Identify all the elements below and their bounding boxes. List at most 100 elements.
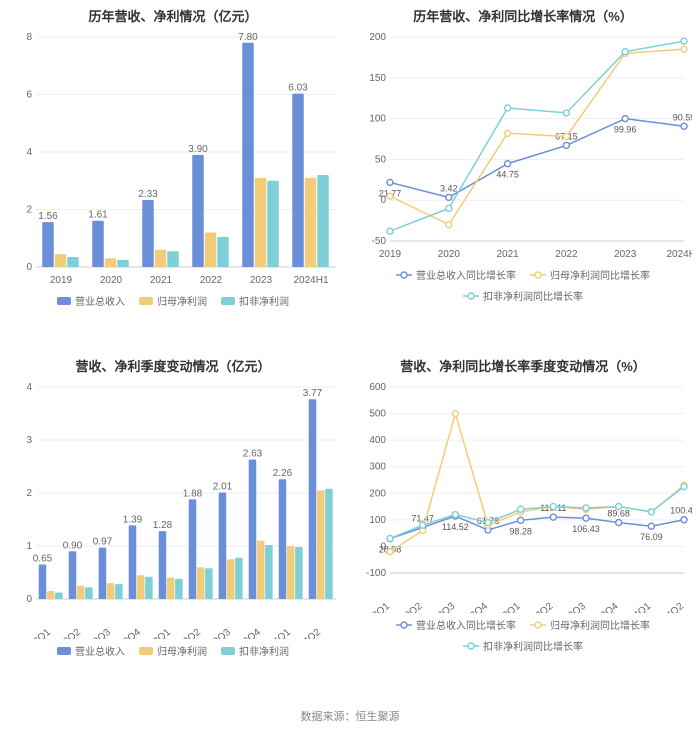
svg-text:2024H1: 2024H1 bbox=[666, 249, 692, 260]
legend-item: 归母净利润同比增长率 bbox=[530, 617, 650, 632]
svg-text:3.77: 3.77 bbox=[303, 388, 323, 399]
svg-text:200: 200 bbox=[369, 32, 386, 43]
svg-text:4: 4 bbox=[26, 147, 32, 158]
svg-text:0.97: 0.97 bbox=[93, 537, 113, 548]
legend-item: 扣非净利润 bbox=[221, 293, 289, 308]
svg-text:0: 0 bbox=[26, 594, 32, 605]
panel-tl-title: 历年营收、净利情况（亿元） bbox=[2, 6, 344, 25]
svg-text:2022: 2022 bbox=[200, 275, 223, 286]
svg-text:2021: 2021 bbox=[496, 249, 519, 260]
svg-text:1.61: 1.61 bbox=[88, 210, 108, 221]
svg-text:2: 2 bbox=[26, 488, 32, 499]
svg-text:2019: 2019 bbox=[50, 275, 73, 286]
svg-text:114.52: 114.52 bbox=[442, 522, 469, 532]
svg-text:1.39: 1.39 bbox=[123, 514, 143, 525]
svg-text:2022Q3: 2022Q3 bbox=[423, 601, 458, 613]
svg-text:2023: 2023 bbox=[250, 275, 273, 286]
svg-text:6.03: 6.03 bbox=[288, 83, 308, 94]
svg-text:2023Q3: 2023Q3 bbox=[554, 601, 589, 613]
svg-text:8: 8 bbox=[26, 32, 32, 43]
svg-text:99.96: 99.96 bbox=[614, 125, 637, 135]
svg-text:150: 150 bbox=[369, 73, 386, 84]
svg-text:2023Q1: 2023Q1 bbox=[139, 627, 174, 639]
legend-item: 归母净利润 bbox=[139, 293, 207, 308]
data-source-footer: 数据来源：恒生聚源 bbox=[0, 700, 700, 734]
svg-text:2022: 2022 bbox=[555, 249, 578, 260]
panel-br-title: 营收、净利同比增长率季度变动情况（%） bbox=[352, 356, 694, 375]
legend-item: 营业总收入 bbox=[57, 293, 125, 308]
svg-text:0.65: 0.65 bbox=[33, 554, 53, 565]
svg-text:1.28: 1.28 bbox=[153, 520, 173, 531]
panel-tr-title: 历年营收、净利同比增长率情况（%） bbox=[352, 6, 694, 25]
svg-text:600: 600 bbox=[369, 382, 386, 393]
panel-bl-title: 营收、净利季度变动情况（亿元） bbox=[2, 356, 344, 375]
svg-text:400: 400 bbox=[369, 435, 386, 446]
svg-text:2023Q2: 2023Q2 bbox=[521, 601, 556, 613]
svg-text:2023: 2023 bbox=[614, 249, 637, 260]
legend-item: 营业总收入同比增长率 bbox=[396, 267, 516, 282]
svg-text:2024Q2: 2024Q2 bbox=[652, 601, 687, 613]
svg-text:2022Q4: 2022Q4 bbox=[109, 627, 144, 639]
legend-br: 营业总收入同比增长率归母净利润同比增长率扣非净利润同比增长率 bbox=[352, 617, 694, 653]
svg-text:2024Q1: 2024Q1 bbox=[619, 601, 654, 613]
svg-text:2020: 2020 bbox=[438, 249, 461, 260]
svg-text:2023Q2: 2023Q2 bbox=[169, 627, 204, 639]
svg-text:2021: 2021 bbox=[150, 275, 173, 286]
svg-text:0: 0 bbox=[26, 262, 32, 273]
svg-text:2022Q1: 2022Q1 bbox=[19, 627, 54, 639]
svg-text:2.63: 2.63 bbox=[243, 449, 263, 460]
svg-text:106.43: 106.43 bbox=[572, 524, 600, 534]
svg-text:-50: -50 bbox=[372, 236, 387, 247]
svg-text:50: 50 bbox=[375, 154, 387, 165]
svg-text:98.28: 98.28 bbox=[509, 526, 532, 536]
svg-text:3: 3 bbox=[26, 435, 32, 446]
svg-text:6: 6 bbox=[26, 90, 32, 101]
svg-text:76.09: 76.09 bbox=[640, 532, 663, 542]
legend-item: 扣非净利润同比增长率 bbox=[463, 288, 583, 303]
svg-text:4: 4 bbox=[26, 382, 32, 393]
svg-text:100: 100 bbox=[369, 114, 386, 125]
svg-text:2023Q4: 2023Q4 bbox=[229, 627, 264, 639]
svg-text:2022Q2: 2022Q2 bbox=[390, 601, 425, 613]
svg-text:3.90: 3.90 bbox=[188, 144, 208, 155]
svg-text:7.80: 7.80 bbox=[238, 32, 258, 43]
panel-bl: 营收、净利季度变动情况（亿元） 0 1 2 3 4 0.65 2022Q1 0.90 2022Q… bbox=[0, 350, 350, 700]
svg-text:2: 2 bbox=[26, 205, 32, 216]
chart-tl: 0 2 4 6 8 1.56 2019 1.61 2020 2.33 2021 3.90 2022 7.8… bbox=[2, 31, 342, 289]
svg-text:2.33: 2.33 bbox=[138, 189, 158, 200]
svg-text:2024Q1: 2024Q1 bbox=[259, 627, 294, 639]
svg-text:3.42: 3.42 bbox=[440, 183, 458, 193]
svg-text:2019: 2019 bbox=[379, 249, 402, 260]
chart-bl: 0 1 2 3 4 0.65 2022Q1 0.90 2022Q2 0.97 2022Q3 1.39 2… bbox=[2, 381, 342, 639]
legend-tl: 营业总收入归母净利润扣非净利润 bbox=[2, 293, 344, 308]
svg-text:2023Q4: 2023Q4 bbox=[586, 601, 621, 613]
panel-br: 营收、净利同比增长率季度变动情况（%） -1000100200300400500… bbox=[350, 350, 700, 700]
svg-text:-100: -100 bbox=[366, 568, 386, 579]
svg-text:2.01: 2.01 bbox=[213, 481, 233, 492]
svg-text:1: 1 bbox=[26, 541, 32, 552]
panel-tl: 历年营收、净利情况（亿元） 0 2 4 6 8 1.56 2019 1.61 2020 2.33 2… bbox=[0, 0, 350, 350]
svg-text:2020: 2020 bbox=[100, 275, 123, 286]
legend-tr: 营业总收入同比增长率归母净利润同比增长率扣非净利润同比增长率 bbox=[352, 267, 694, 303]
svg-text:100: 100 bbox=[369, 515, 386, 526]
svg-text:2024Q2: 2024Q2 bbox=[289, 627, 324, 639]
chart-br: -10001002003004005006002022Q12022Q22022Q… bbox=[352, 381, 692, 613]
svg-text:300: 300 bbox=[369, 462, 386, 473]
svg-text:2022Q3: 2022Q3 bbox=[79, 627, 114, 639]
legend-bl: 营业总收入归母净利润扣非净利润 bbox=[2, 643, 344, 658]
svg-text:1.56: 1.56 bbox=[38, 211, 58, 222]
legend-item: 营业总收入同比增长率 bbox=[396, 617, 516, 632]
svg-text:100.45: 100.45 bbox=[670, 506, 692, 516]
svg-text:0.90: 0.90 bbox=[63, 540, 83, 551]
svg-text:2023Q3: 2023Q3 bbox=[199, 627, 234, 639]
svg-text:2024H1: 2024H1 bbox=[293, 275, 328, 286]
chart-grid: 历年营收、净利情况（亿元） 0 2 4 6 8 1.56 2019 1.61 2020 2.33 2… bbox=[0, 0, 700, 700]
svg-text:2.26: 2.26 bbox=[273, 468, 293, 479]
svg-text:2022Q1: 2022Q1 bbox=[358, 601, 393, 613]
legend-item: 扣非净利润 bbox=[221, 643, 289, 658]
svg-text:90.59: 90.59 bbox=[673, 112, 692, 122]
svg-text:2022Q2: 2022Q2 bbox=[49, 627, 84, 639]
svg-text:2022Q4: 2022Q4 bbox=[456, 601, 491, 613]
svg-text:1.88: 1.88 bbox=[183, 488, 203, 499]
svg-text:44.75: 44.75 bbox=[496, 170, 519, 180]
